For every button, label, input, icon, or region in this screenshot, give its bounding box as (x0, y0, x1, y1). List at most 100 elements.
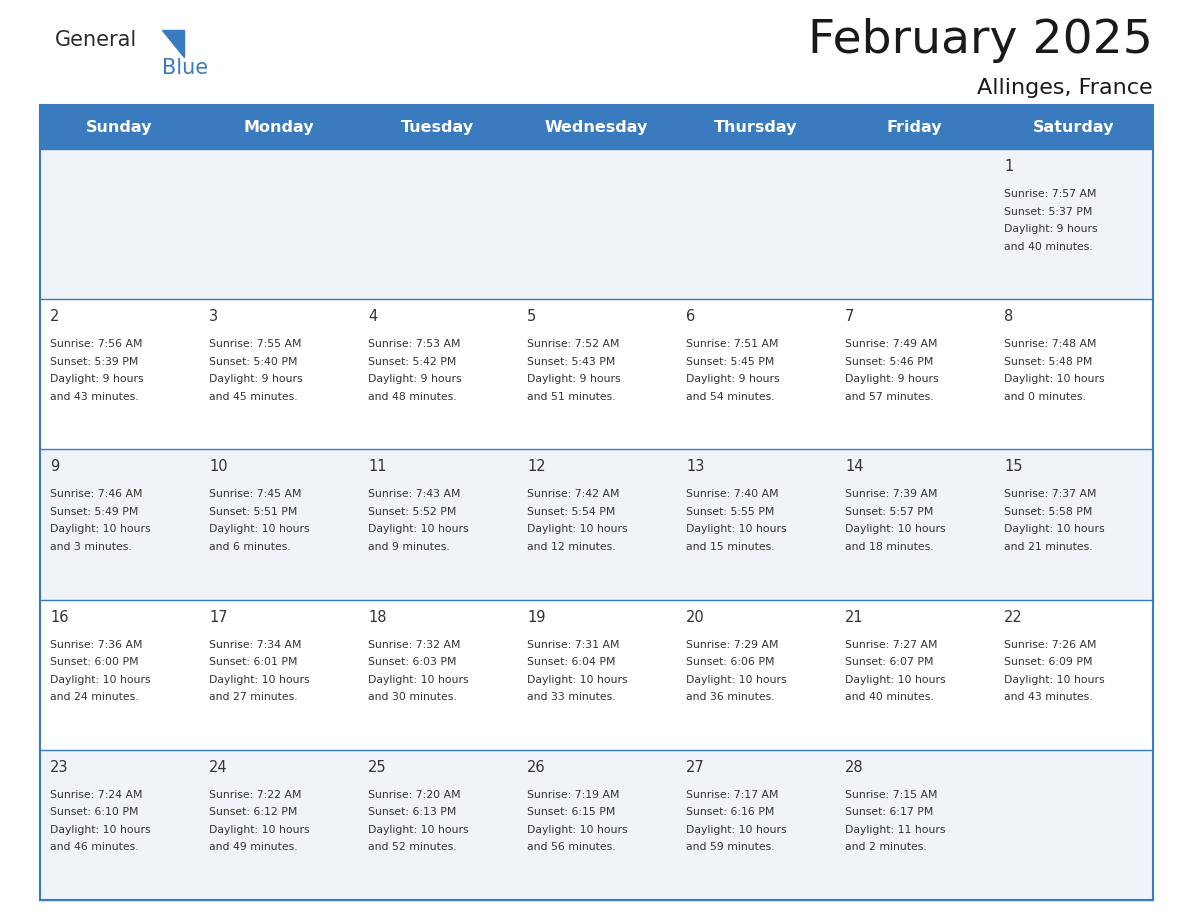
Text: 7: 7 (845, 309, 854, 324)
Text: Sunrise: 7:57 AM: Sunrise: 7:57 AM (1004, 189, 1097, 199)
Text: Daylight: 10 hours: Daylight: 10 hours (368, 824, 468, 834)
Text: and 52 minutes.: and 52 minutes. (368, 843, 456, 852)
Text: 14: 14 (845, 459, 864, 475)
Text: 3: 3 (209, 309, 219, 324)
Text: and 12 minutes.: and 12 minutes. (527, 542, 615, 552)
Text: 23: 23 (50, 760, 69, 775)
Text: Sunset: 5:45 PM: Sunset: 5:45 PM (685, 357, 775, 366)
Text: and 18 minutes.: and 18 minutes. (845, 542, 934, 552)
Text: Sunrise: 7:53 AM: Sunrise: 7:53 AM (368, 339, 461, 349)
Text: Sunset: 5:37 PM: Sunset: 5:37 PM (1004, 207, 1093, 217)
Text: 1: 1 (1004, 159, 1013, 174)
Text: Sunset: 6:17 PM: Sunset: 6:17 PM (845, 807, 934, 817)
Text: and 0 minutes.: and 0 minutes. (1004, 392, 1086, 402)
Text: Sunset: 5:51 PM: Sunset: 5:51 PM (209, 507, 297, 517)
Text: Sunrise: 7:20 AM: Sunrise: 7:20 AM (368, 789, 461, 800)
Text: Blue: Blue (162, 58, 208, 78)
Text: Sunrise: 7:36 AM: Sunrise: 7:36 AM (50, 640, 143, 650)
Text: Daylight: 10 hours: Daylight: 10 hours (527, 675, 627, 685)
Bar (40, 599, 1154, 750)
Text: and 57 minutes.: and 57 minutes. (845, 392, 934, 402)
Text: Sunset: 5:40 PM: Sunset: 5:40 PM (209, 357, 297, 366)
Text: 5: 5 (527, 309, 536, 324)
Text: Sunset: 5:57 PM: Sunset: 5:57 PM (845, 507, 934, 517)
Text: 6: 6 (685, 309, 695, 324)
Text: 19: 19 (527, 610, 545, 624)
Bar (40, 450, 1154, 599)
Text: 16: 16 (50, 610, 69, 624)
Text: Daylight: 9 hours: Daylight: 9 hours (50, 375, 144, 385)
Text: and 30 minutes.: and 30 minutes. (368, 692, 456, 702)
Text: and 27 minutes.: and 27 minutes. (209, 692, 298, 702)
Text: 9: 9 (50, 459, 59, 475)
Text: 24: 24 (209, 760, 228, 775)
Text: Daylight: 10 hours: Daylight: 10 hours (368, 524, 468, 534)
Text: 12: 12 (527, 459, 545, 475)
Text: Daylight: 10 hours: Daylight: 10 hours (685, 524, 786, 534)
Text: Daylight: 10 hours: Daylight: 10 hours (685, 824, 786, 834)
Text: and 43 minutes.: and 43 minutes. (50, 392, 139, 402)
Text: Daylight: 10 hours: Daylight: 10 hours (845, 675, 946, 685)
Text: Sunset: 6:12 PM: Sunset: 6:12 PM (209, 807, 297, 817)
Text: Sunrise: 7:42 AM: Sunrise: 7:42 AM (527, 489, 619, 499)
Bar (40, 149, 1154, 299)
Text: and 24 minutes.: and 24 minutes. (50, 692, 139, 702)
Text: Sunrise: 7:37 AM: Sunrise: 7:37 AM (1004, 489, 1097, 499)
Text: Sunrise: 7:34 AM: Sunrise: 7:34 AM (209, 640, 302, 650)
Bar (40, 105, 1154, 149)
Text: Daylight: 10 hours: Daylight: 10 hours (50, 824, 151, 834)
Text: Daylight: 10 hours: Daylight: 10 hours (845, 524, 946, 534)
Bar (40, 105, 1154, 900)
Text: Daylight: 10 hours: Daylight: 10 hours (527, 824, 627, 834)
Text: Sunset: 6:03 PM: Sunset: 6:03 PM (368, 657, 456, 667)
Text: 13: 13 (685, 459, 704, 475)
Text: Sunset: 5:39 PM: Sunset: 5:39 PM (50, 357, 138, 366)
Text: Sunrise: 7:43 AM: Sunrise: 7:43 AM (368, 489, 461, 499)
Text: 10: 10 (209, 459, 228, 475)
Text: and 40 minutes.: and 40 minutes. (1004, 241, 1093, 252)
Text: Wednesday: Wednesday (545, 119, 649, 135)
Text: Sunset: 6:09 PM: Sunset: 6:09 PM (1004, 657, 1093, 667)
Text: Sunrise: 7:45 AM: Sunrise: 7:45 AM (209, 489, 302, 499)
Text: Daylight: 10 hours: Daylight: 10 hours (527, 524, 627, 534)
Text: Sunrise: 7:46 AM: Sunrise: 7:46 AM (50, 489, 143, 499)
Text: Daylight: 9 hours: Daylight: 9 hours (1004, 224, 1098, 234)
Text: 2: 2 (50, 309, 59, 324)
Text: Sunset: 5:54 PM: Sunset: 5:54 PM (527, 507, 615, 517)
Text: 25: 25 (368, 760, 386, 775)
Text: and 21 minutes.: and 21 minutes. (1004, 542, 1093, 552)
Text: Daylight: 9 hours: Daylight: 9 hours (527, 375, 620, 385)
Text: 11: 11 (368, 459, 386, 475)
Text: and 3 minutes.: and 3 minutes. (50, 542, 132, 552)
Text: Saturday: Saturday (1032, 119, 1114, 135)
Text: and 40 minutes.: and 40 minutes. (845, 692, 934, 702)
Text: Sunset: 5:52 PM: Sunset: 5:52 PM (368, 507, 456, 517)
Text: Daylight: 10 hours: Daylight: 10 hours (1004, 675, 1105, 685)
Text: Sunrise: 7:27 AM: Sunrise: 7:27 AM (845, 640, 937, 650)
Text: and 56 minutes.: and 56 minutes. (527, 843, 615, 852)
Text: Sunrise: 7:51 AM: Sunrise: 7:51 AM (685, 339, 778, 349)
Bar (40, 750, 1154, 900)
Text: and 43 minutes.: and 43 minutes. (1004, 692, 1093, 702)
Text: Sunset: 5:46 PM: Sunset: 5:46 PM (845, 357, 934, 366)
Bar (40, 299, 1154, 450)
Text: Sunset: 6:10 PM: Sunset: 6:10 PM (50, 807, 139, 817)
Text: Sunrise: 7:48 AM: Sunrise: 7:48 AM (1004, 339, 1097, 349)
Text: and 54 minutes.: and 54 minutes. (685, 392, 775, 402)
Text: Sunset: 6:16 PM: Sunset: 6:16 PM (685, 807, 775, 817)
Text: Sunrise: 7:39 AM: Sunrise: 7:39 AM (845, 489, 937, 499)
Text: and 2 minutes.: and 2 minutes. (845, 843, 927, 852)
Text: Daylight: 10 hours: Daylight: 10 hours (209, 524, 310, 534)
Text: Sunset: 6:01 PM: Sunset: 6:01 PM (209, 657, 297, 667)
Text: Sunset: 6:07 PM: Sunset: 6:07 PM (845, 657, 934, 667)
Text: Sunrise: 7:22 AM: Sunrise: 7:22 AM (209, 789, 302, 800)
Text: 21: 21 (845, 610, 864, 624)
Text: Sunrise: 7:19 AM: Sunrise: 7:19 AM (527, 789, 619, 800)
Text: Friday: Friday (886, 119, 942, 135)
Text: Sunset: 5:55 PM: Sunset: 5:55 PM (685, 507, 775, 517)
Text: and 46 minutes.: and 46 minutes. (50, 843, 139, 852)
Text: Allinges, France: Allinges, France (978, 78, 1154, 98)
Text: Monday: Monday (244, 119, 314, 135)
Text: Daylight: 10 hours: Daylight: 10 hours (1004, 524, 1105, 534)
Text: Sunrise: 7:26 AM: Sunrise: 7:26 AM (1004, 640, 1097, 650)
